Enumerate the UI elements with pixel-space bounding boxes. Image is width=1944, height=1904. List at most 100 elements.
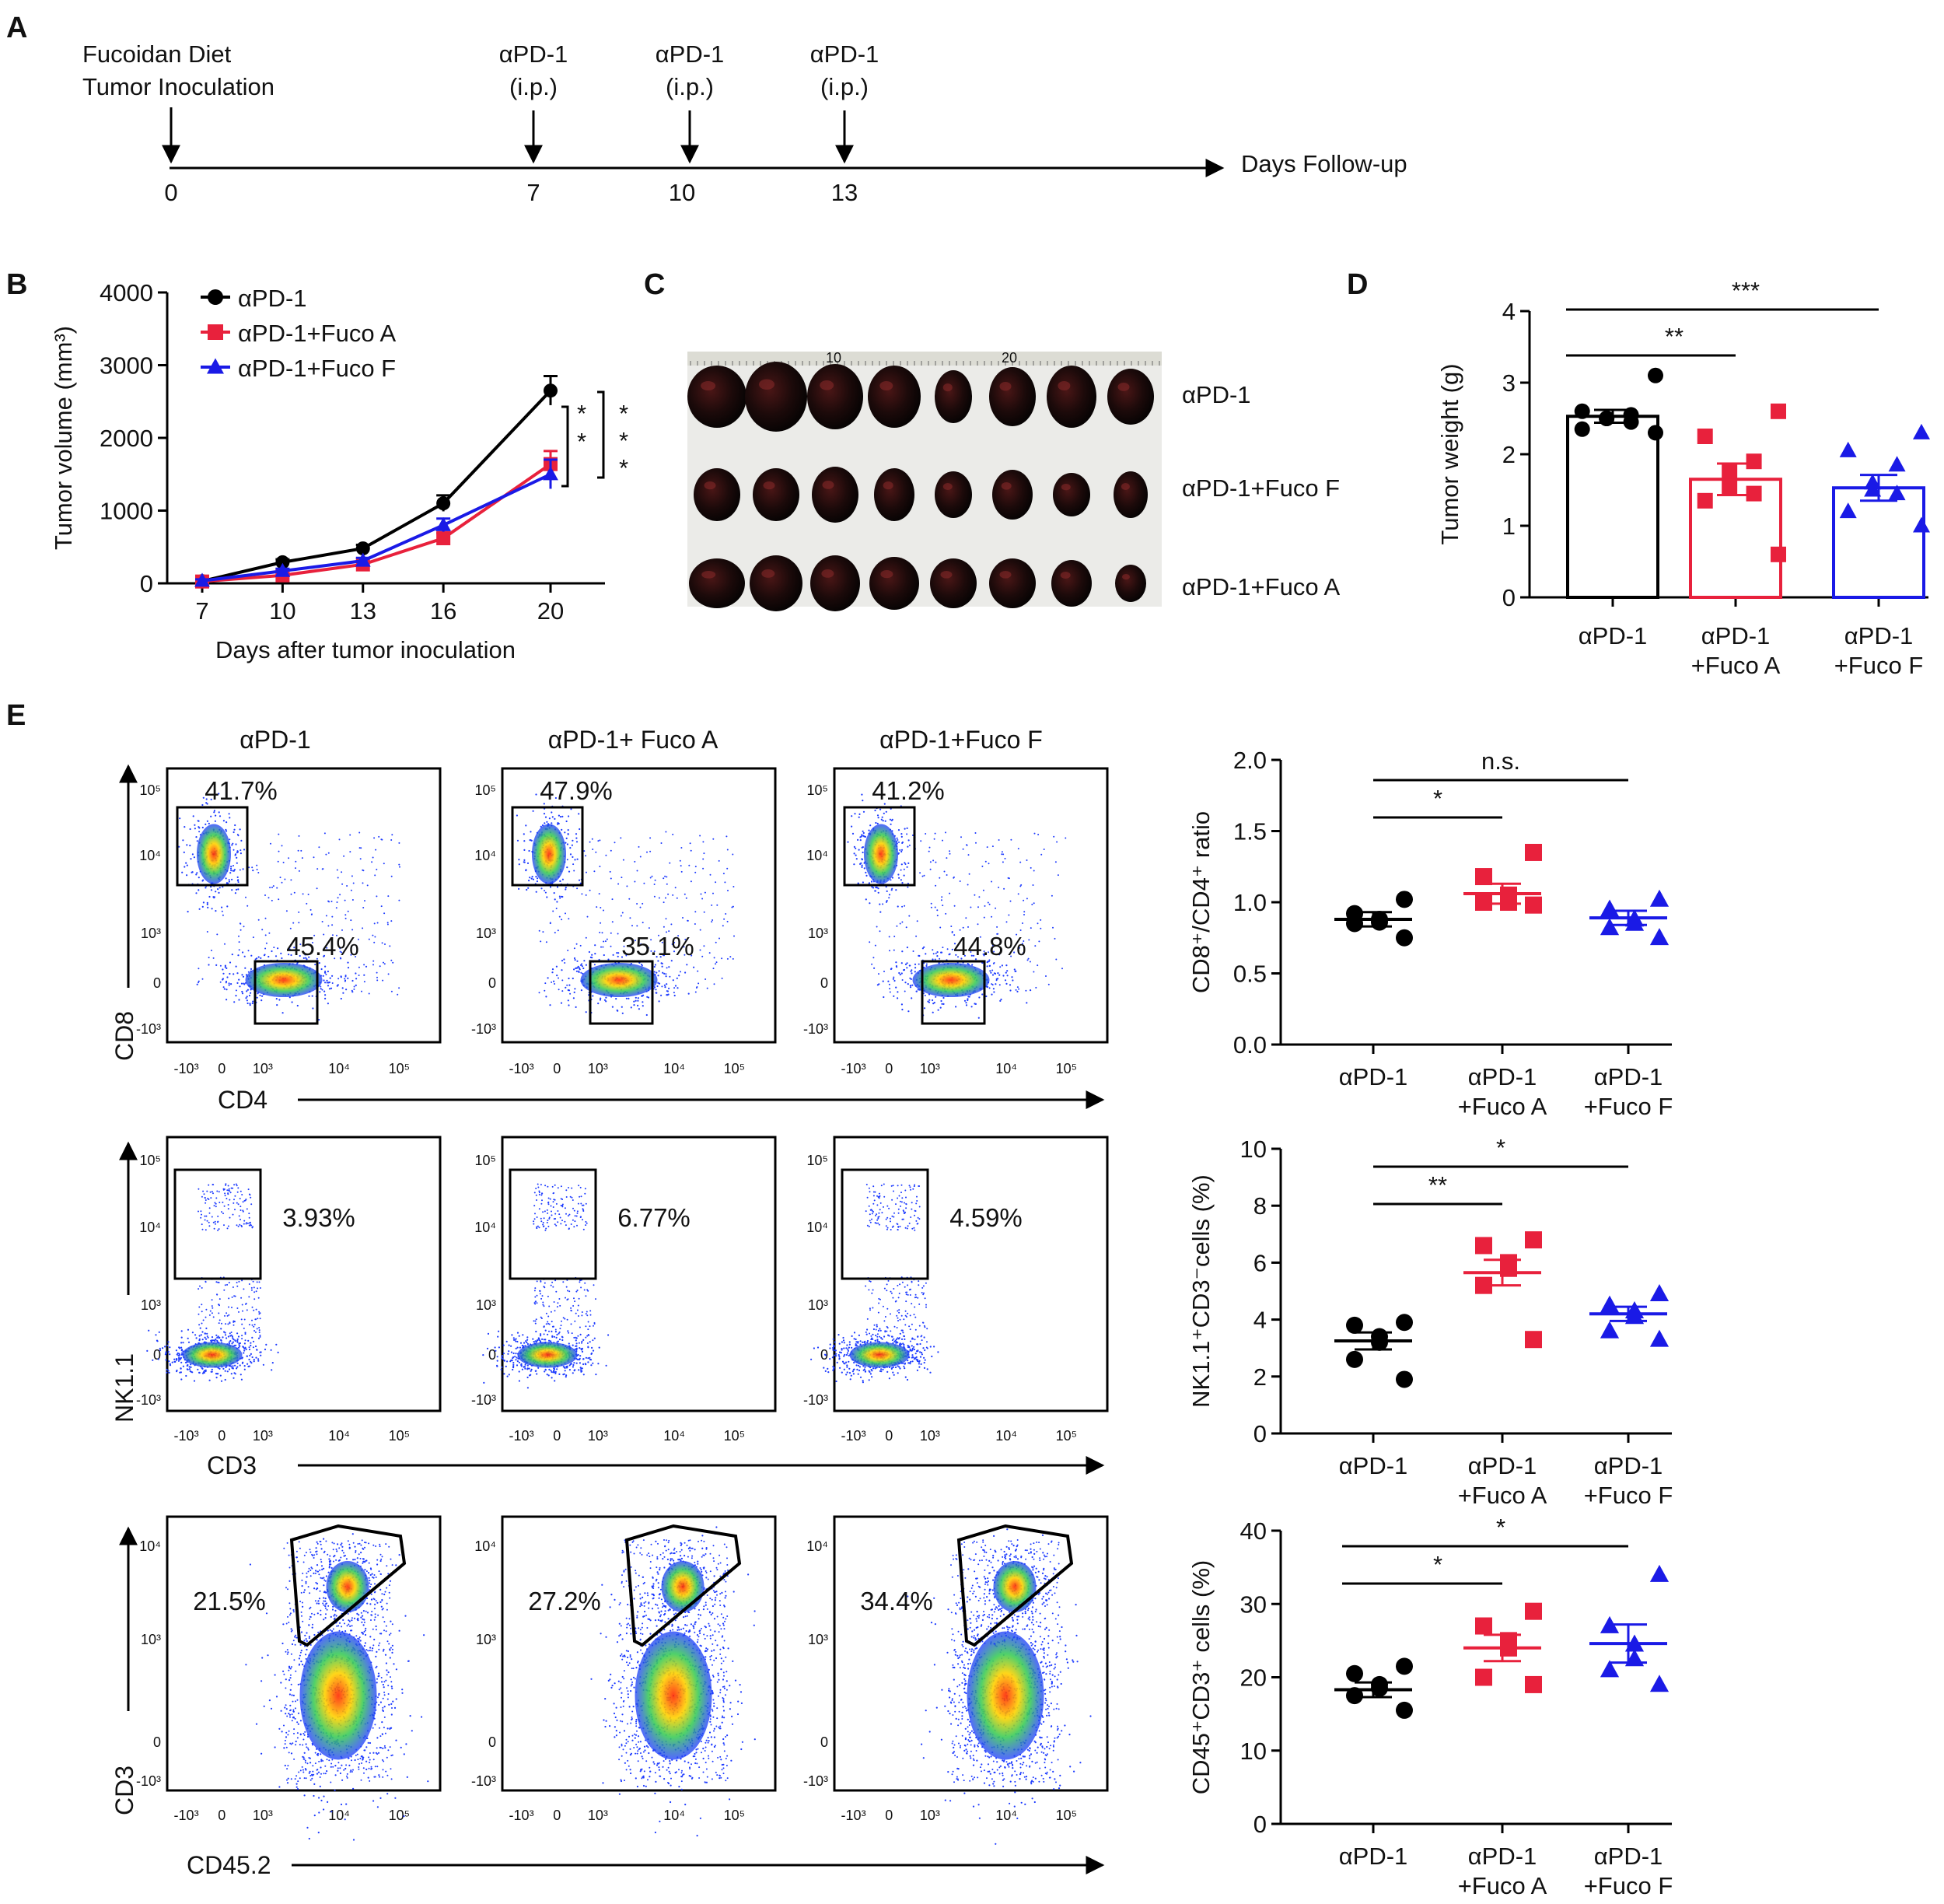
event-dot <box>862 830 864 832</box>
event-dot <box>293 891 295 894</box>
event-dot <box>188 1368 191 1370</box>
event-dot <box>526 888 528 891</box>
event-dot <box>250 1224 253 1227</box>
event-dot <box>523 1342 526 1344</box>
event-dot <box>668 966 670 968</box>
event-dot <box>376 971 378 974</box>
event-dot <box>871 1218 872 1220</box>
event-dot <box>240 839 243 842</box>
event-dot <box>530 877 533 880</box>
event-dot <box>179 817 181 820</box>
event-dot <box>911 1227 914 1230</box>
y-tick-label: 0 <box>140 570 153 597</box>
event-dot <box>515 1338 517 1340</box>
event-dot <box>198 968 200 970</box>
event-dot <box>580 1202 582 1205</box>
event-dot <box>666 983 668 985</box>
event-dot <box>953 876 955 878</box>
event-dot <box>533 1205 536 1207</box>
event-dot <box>201 1311 203 1313</box>
event-dot <box>857 882 859 884</box>
event-dot <box>970 906 972 908</box>
event-dot <box>194 828 196 830</box>
event-dot <box>206 903 208 905</box>
event-dot <box>592 1362 594 1364</box>
event-dot <box>205 823 207 825</box>
event-dot <box>564 831 566 834</box>
bar <box>1832 486 1925 599</box>
event-dot <box>599 931 601 933</box>
event-dot <box>292 922 295 924</box>
event-dot <box>202 1319 205 1321</box>
event-dot <box>928 850 930 852</box>
event-dot <box>231 889 233 891</box>
event-dot <box>344 980 346 982</box>
event-dot <box>887 980 890 982</box>
event-dot <box>222 978 224 981</box>
event-dot <box>574 1300 576 1303</box>
event-dot <box>909 1340 911 1342</box>
event-dot <box>201 826 204 829</box>
event-dot <box>353 985 355 988</box>
event-dot <box>862 881 864 884</box>
event-dot <box>227 1208 229 1210</box>
event-dot <box>215 910 217 912</box>
tumor-highlight <box>879 381 893 390</box>
event-dot <box>331 934 334 936</box>
event-dot <box>506 1375 509 1377</box>
tumor-highlight <box>999 571 1012 579</box>
density-core <box>580 963 658 997</box>
event-dot <box>554 983 556 985</box>
event-dot <box>629 917 631 919</box>
event-dot <box>208 1221 210 1223</box>
event-dot <box>191 853 194 856</box>
event-dot <box>921 1292 923 1293</box>
event-dot <box>630 1006 632 1009</box>
event-dot <box>716 904 719 906</box>
event-dot <box>883 1206 884 1208</box>
event-dot <box>228 813 230 815</box>
event-dot <box>665 973 667 975</box>
event-dot <box>387 895 390 898</box>
event-dot <box>904 1314 907 1317</box>
event-dot <box>231 878 233 880</box>
event-dot <box>1065 837 1067 839</box>
event-dot <box>575 943 578 945</box>
event-dot <box>573 1362 575 1364</box>
gate-percentage: 41.7% <box>205 776 278 805</box>
event-dot <box>322 868 324 870</box>
event-dot <box>368 992 370 995</box>
event-dot <box>351 929 354 931</box>
event-dot <box>217 1373 219 1375</box>
event-dot <box>257 1287 259 1290</box>
event-dot <box>601 932 603 934</box>
event-dot <box>1004 857 1006 859</box>
event-dot <box>257 1297 260 1299</box>
event-dot <box>658 1000 660 1003</box>
event-dot <box>897 1228 899 1230</box>
event-dot <box>187 1328 190 1331</box>
event-dot <box>923 1292 925 1294</box>
significance-label: * <box>1433 785 1442 812</box>
event-dot <box>198 908 201 910</box>
event-dot <box>533 1290 536 1292</box>
event-dot <box>908 915 911 917</box>
event-dot <box>205 1369 207 1371</box>
event-dot <box>175 1359 177 1361</box>
event-dot <box>358 966 360 968</box>
event-dot <box>658 970 660 972</box>
event-dot <box>232 1341 234 1343</box>
event-dot <box>256 864 258 866</box>
event-dot <box>553 1335 556 1338</box>
event-dot <box>219 1298 221 1300</box>
event-dot <box>666 876 668 878</box>
event-dot <box>338 838 341 841</box>
event-dot <box>897 1185 899 1187</box>
event-dot <box>657 982 659 984</box>
event-dot <box>230 866 233 868</box>
event-dot <box>1009 984 1012 986</box>
event-dot <box>193 856 195 859</box>
data-point <box>1525 1331 1542 1349</box>
event-dot <box>545 1312 547 1314</box>
event-dot <box>587 1321 589 1323</box>
